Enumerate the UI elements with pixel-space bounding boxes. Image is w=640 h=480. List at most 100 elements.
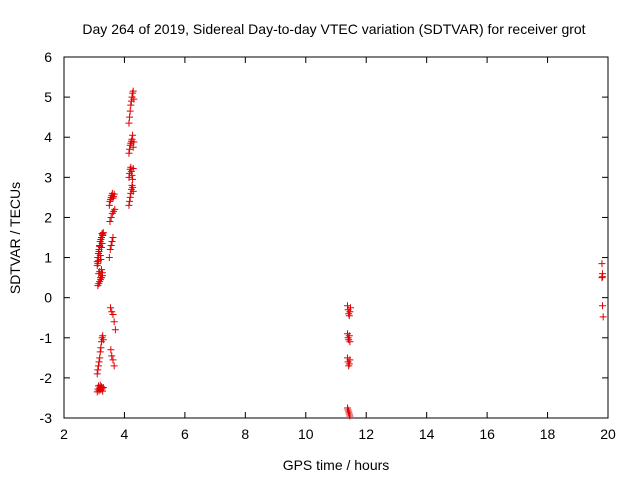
data-point [345, 332, 353, 340]
data-point [107, 346, 115, 354]
data-point [96, 354, 104, 362]
data-point [93, 370, 101, 378]
data-point [346, 412, 354, 420]
data-point [106, 246, 114, 254]
data-point [99, 230, 107, 238]
data-point [97, 266, 105, 274]
x-axis-label: GPS time / hours [283, 457, 390, 473]
data-point [98, 269, 106, 277]
data-point [129, 87, 137, 95]
x-tick-label: 16 [479, 426, 495, 442]
data-point [110, 362, 118, 370]
y-axis-label: SDTVAR / TECUs [7, 182, 23, 294]
data-point [125, 119, 133, 127]
data-point [129, 131, 137, 139]
y-tick-label: 0 [44, 290, 52, 306]
y-tick-label: 4 [44, 129, 52, 145]
data-point [598, 260, 606, 268]
data-point [127, 101, 135, 109]
data-point [129, 183, 137, 191]
x-tick-label: 4 [121, 426, 129, 442]
data-point [99, 229, 107, 237]
data-point [110, 318, 118, 326]
data-point [126, 113, 134, 121]
data-point [129, 175, 137, 183]
data-point [111, 205, 119, 213]
y-tick-label: 5 [44, 89, 52, 105]
data-point [107, 213, 115, 221]
data-point [94, 257, 102, 265]
data-point [126, 107, 134, 115]
plot-frame [63, 56, 609, 419]
data-point [130, 138, 138, 146]
data-point [346, 308, 354, 316]
data-point [108, 352, 116, 360]
data-point [96, 252, 104, 260]
data-point [99, 384, 107, 392]
data-point [599, 273, 607, 281]
x-tick-label: 18 [540, 426, 556, 442]
data-points [93, 87, 607, 420]
data-point [109, 194, 117, 202]
y-tick-label: 6 [44, 49, 52, 65]
data-point [111, 326, 119, 334]
data-point [105, 201, 113, 209]
data-point [98, 229, 106, 237]
data-point [130, 95, 138, 103]
data-point [95, 248, 103, 256]
data-point [126, 145, 134, 153]
data-point [599, 313, 607, 321]
data-point [99, 336, 107, 344]
data-point [599, 302, 607, 310]
data-point [95, 358, 103, 366]
data-point [97, 344, 105, 352]
y-tick-label: 2 [44, 209, 52, 225]
data-point [347, 304, 355, 312]
data-point [346, 338, 354, 346]
data-point [109, 234, 117, 241]
y-tick-label: 3 [44, 169, 52, 185]
data-point [96, 242, 104, 250]
data-point [96, 348, 104, 356]
data-point [129, 143, 137, 151]
data-point [99, 387, 107, 395]
y-tick-label: -1 [40, 330, 53, 346]
x-tick-label: 8 [241, 426, 249, 442]
data-point [94, 366, 102, 374]
data-point [345, 360, 353, 368]
data-point [97, 274, 105, 282]
x-tick-label: 2 [60, 426, 68, 442]
data-point [97, 234, 105, 241]
data-point [105, 254, 113, 262]
data-point [109, 311, 117, 319]
data-point [110, 190, 118, 198]
data-point [128, 171, 136, 179]
data-point [125, 201, 133, 209]
data-point [109, 356, 117, 364]
data-point [125, 149, 133, 157]
data-point [126, 197, 134, 205]
data-point [126, 193, 134, 201]
y-tick-label: 1 [44, 250, 52, 266]
data-point [97, 244, 105, 252]
x-tick-label: 20 [600, 426, 616, 442]
data-point [598, 274, 606, 282]
x-tick-label: 12 [358, 426, 374, 442]
data-point [345, 312, 353, 320]
x-tick-label: 14 [419, 426, 435, 442]
data-point [107, 304, 115, 312]
data-point [94, 362, 102, 370]
data-point [346, 356, 354, 364]
x-tick-label: 6 [181, 426, 189, 442]
data-point [107, 242, 115, 250]
data-point [108, 238, 116, 246]
data-point [108, 189, 116, 197]
data-point [129, 165, 137, 173]
chart-title: Day 264 of 2019, Sidereal Day-to-day VTE… [82, 21, 585, 37]
x-tick-label: 10 [298, 426, 314, 442]
data-point [129, 187, 137, 195]
data-point [99, 332, 107, 340]
y-tick-label: -2 [40, 370, 53, 386]
